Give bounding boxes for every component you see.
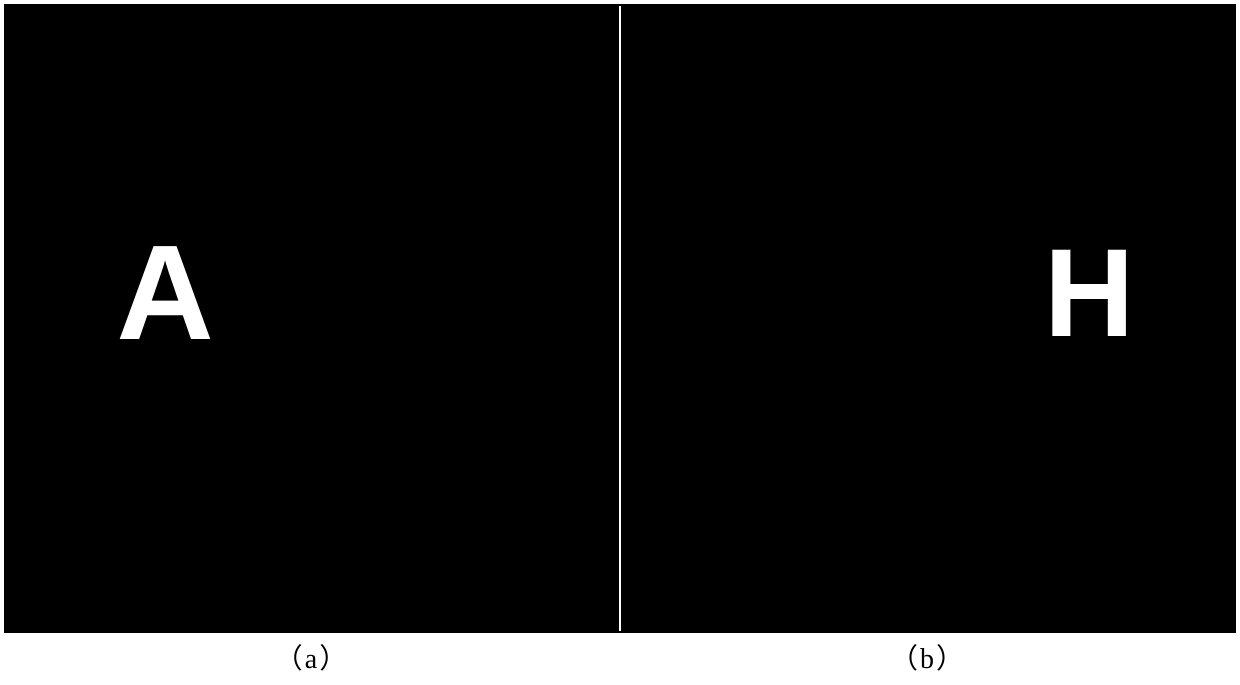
panel-letter-a: A [116, 225, 214, 360]
captions-row: （a） （b） [4, 633, 1236, 681]
caption-a: （a） [4, 637, 620, 677]
caption-b: （b） [620, 637, 1236, 677]
panel-letter-b: H [1044, 231, 1134, 356]
panels-row: A H [4, 4, 1236, 633]
panel-a: A [6, 6, 619, 631]
panel-b: H [621, 6, 1234, 631]
figure-container: A H （a） （b） [0, 0, 1240, 685]
